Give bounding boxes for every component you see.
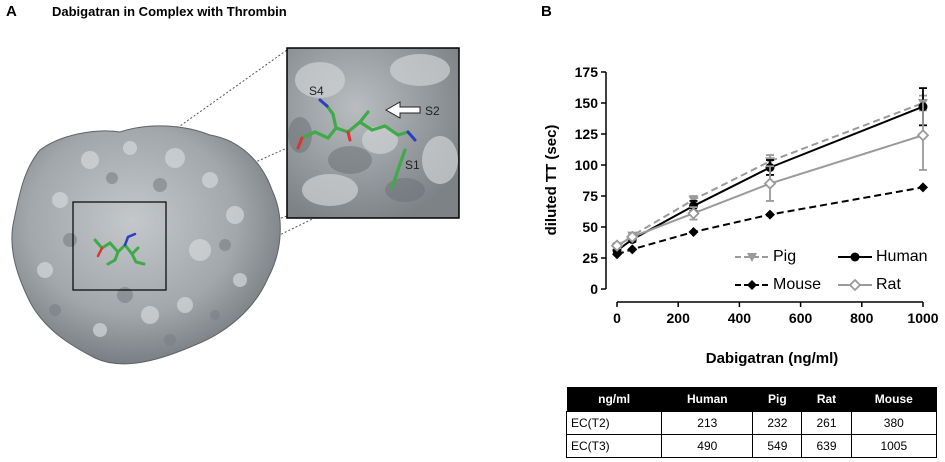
y-tick-label: 50 [582, 219, 598, 235]
data-point [626, 230, 639, 244]
legend-item-pig: Pig [735, 248, 796, 266]
legend-item-rat: Rat [838, 276, 901, 294]
table-header-cell: Rat [801, 387, 852, 412]
legend-marker [848, 278, 862, 292]
table-cell: 232 [752, 411, 803, 435]
legend-label: Human [876, 248, 928, 265]
data-point [918, 182, 928, 193]
table-header-cell: Mouse [851, 387, 937, 412]
thrombin-structure-illustration: S4 S2 S1 [11, 47, 460, 365]
legend-label: Rat [876, 276, 901, 293]
table-row: EC(T2) 213 232 261 380 [565, 411, 938, 435]
legend-marker [747, 279, 757, 290]
legend-item-human: Human [838, 248, 928, 266]
zoom-inset [286, 47, 460, 219]
y-tick-label: 125 [575, 126, 599, 142]
protein-surface [11, 125, 281, 365]
binding-site-box [72, 201, 167, 291]
table-header-cell: Human [661, 387, 753, 412]
table-cell: 639 [801, 434, 852, 458]
legend-label: Mouse [773, 276, 822, 293]
data-point [765, 209, 775, 220]
data-point [612, 249, 622, 260]
legend-marker [850, 252, 860, 262]
pocket-label-s4: S4 [309, 84, 324, 98]
series-mouse [612, 182, 928, 260]
x-tick-label: 800 [850, 310, 874, 326]
y-tick-label: 0 [590, 281, 598, 297]
data-point [763, 177, 777, 190]
legend-swatch [735, 279, 769, 290]
legend-swatch [838, 252, 872, 262]
legend-item-mouse: Mouse [735, 276, 821, 294]
panel-letter-b: B [541, 3, 552, 20]
table-cell: 490 [661, 434, 754, 458]
table-header-cell: ng/ml [566, 387, 662, 412]
ligand-overview [93, 232, 146, 266]
chart-axes: 0 25 50 75 100 125 150 175 0 200 400 600 800 1000 [575, 64, 939, 326]
y-tick-label: 25 [582, 250, 598, 266]
table-cell: 549 [752, 434, 803, 458]
data-point [689, 201, 698, 211]
x-tick-label: 200 [667, 310, 691, 326]
pocket-label-s2: S2 [425, 104, 440, 118]
y-tick-label: 150 [575, 95, 599, 111]
y-axis-label: diluted TT (sec) [543, 125, 560, 236]
table-row: EC(T3) 490 549 639 1005 [565, 434, 938, 458]
series-rat [610, 99, 930, 252]
panel-letter-a: A [6, 3, 17, 20]
table-cell: 380 [850, 411, 938, 435]
table-cell: 213 [661, 411, 754, 435]
table-cell: 1005 [850, 434, 938, 458]
table-header-row: ng/ml Human Pig Rat Mouse [566, 387, 937, 412]
x-tick-label: 400 [728, 310, 752, 326]
pocket-label-s1: S1 [405, 158, 420, 172]
table-cell: EC(T3) [565, 434, 663, 458]
data-point [916, 128, 930, 142]
table-cell: 261 [801, 411, 852, 435]
legend-label: Pig [773, 248, 797, 265]
y-tick-label: 175 [575, 64, 599, 80]
x-tick-label: 1000 [907, 310, 938, 326]
ec-table: ng/ml Human Pig Rat Mouse EC(T2) 213 232 261 380… [565, 387, 938, 458]
x-tick-label: 600 [789, 310, 813, 326]
panel-a-title: Dabigatran in Complex with Thrombin [52, 4, 287, 19]
legend-swatch [735, 252, 769, 262]
data-point [687, 207, 700, 220]
table-header-cell: Pig [752, 387, 802, 412]
chart-series [610, 87, 930, 260]
y-tick-label: 100 [575, 157, 599, 173]
data-point [610, 239, 624, 252]
table-cell: EC(T2) [565, 411, 663, 435]
data-point [688, 226, 699, 237]
dilute-tt-chart: 0 25 50 75 100 125 150 175 0 200 400 600 800 1000 dil… [543, 64, 939, 367]
y-tick-label: 75 [582, 188, 598, 204]
data-point [627, 244, 638, 255]
x-axis-label: Dabigatran (ng/ml) [706, 350, 839, 367]
legend-marker [747, 252, 757, 262]
x-tick-label: 0 [613, 310, 621, 326]
legend-swatch [838, 278, 872, 292]
